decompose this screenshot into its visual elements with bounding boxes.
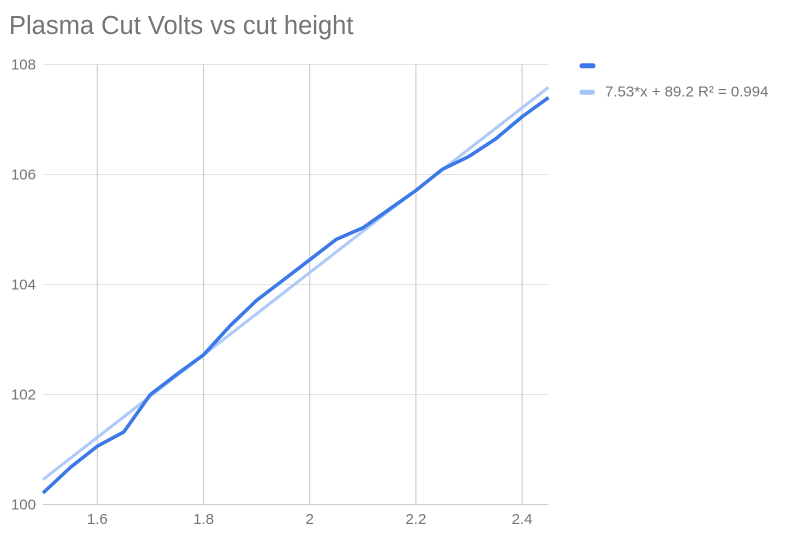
svg-text:100: 100 — [11, 496, 36, 513]
svg-text:102: 102 — [11, 386, 36, 403]
svg-text:104: 104 — [11, 276, 36, 293]
svg-text:1.6: 1.6 — [87, 511, 108, 528]
svg-text:106: 106 — [11, 166, 36, 183]
svg-text:108: 108 — [11, 56, 36, 73]
svg-text:2.2: 2.2 — [405, 511, 426, 528]
svg-text:Plasma Cut Volts vs cut height: Plasma Cut Volts vs cut height — [9, 12, 353, 40]
svg-text:7.53*x + 89.2 R² = 0.994: 7.53*x + 89.2 R² = 0.994 — [605, 83, 768, 100]
svg-text:2: 2 — [306, 511, 314, 528]
svg-text:1.8: 1.8 — [193, 511, 214, 528]
svg-text:2.4: 2.4 — [512, 511, 533, 528]
